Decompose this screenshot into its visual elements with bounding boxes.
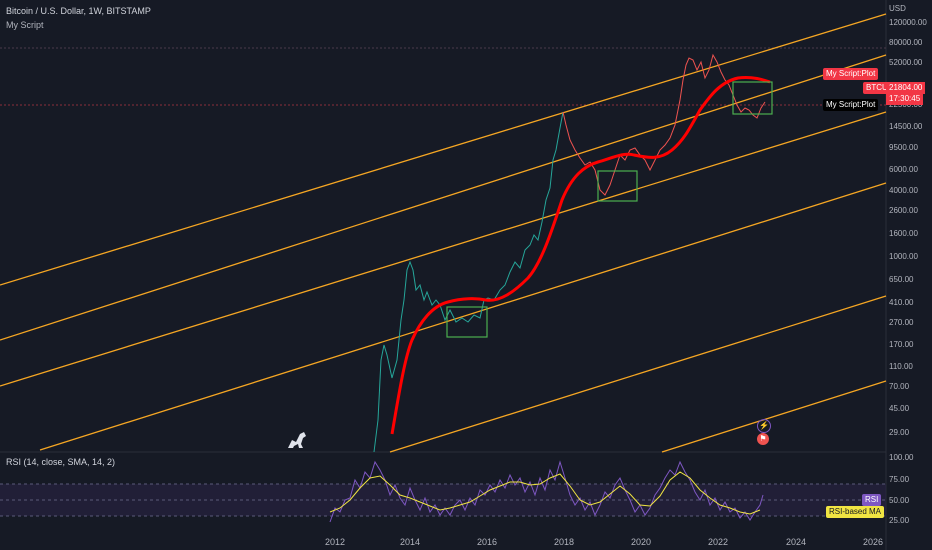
channel-line-6[interactable] <box>661 380 887 453</box>
price-tick: 2600.00 <box>889 206 918 215</box>
rsi-tick: 25.00 <box>889 516 910 525</box>
price-tick: 270.00 <box>889 318 914 327</box>
price-tick: 410.00 <box>889 298 914 307</box>
price-tick: 6000.00 <box>889 165 918 174</box>
year-tick: 2012 <box>324 537 346 547</box>
accumulation-box-2019[interactable] <box>597 170 638 202</box>
year-tick: 2022 <box>707 537 729 547</box>
channel-line-4[interactable] <box>39 182 887 451</box>
price-tick: 45.00 <box>889 404 910 413</box>
currency-label: USD <box>889 4 906 13</box>
price-tick: 52000.00 <box>889 58 923 67</box>
channel-line-1[interactable] <box>0 13 887 286</box>
us-flag-icon[interactable]: ⚑ <box>757 433 769 445</box>
tradingview-dino-icon <box>288 432 306 448</box>
rsi-title[interactable]: RSI (14, close, SMA, 14, 2) <box>6 457 116 467</box>
rsi-tick: 75.00 <box>889 475 910 484</box>
rsi-ma-tag: RSI-based MA <box>826 506 885 518</box>
year-tick: 2026 <box>862 537 884 547</box>
price-tick: 70.00 <box>889 382 910 391</box>
channel-line-5b[interactable] <box>520 297 886 452</box>
indicator-title[interactable]: My Script <box>6 20 44 30</box>
chart-header: Bitcoin / U.S. Dollar, 1W, BITSTAMP My S… <box>6 4 151 32</box>
channel-line-3[interactable] <box>0 111 887 387</box>
price-series-up[interactable] <box>373 111 564 453</box>
accumulation-box-2015[interactable] <box>446 306 488 338</box>
price-series-down[interactable] <box>562 53 766 196</box>
price-tick: 110.00 <box>889 362 913 371</box>
price-tick: 1600.00 <box>889 229 918 238</box>
price-tick: 650.00 <box>889 275 914 284</box>
channel-line-5[interactable] <box>389 295 887 453</box>
my-script-plot-tag-black: My Script:Plot <box>823 99 879 111</box>
channel-line-2[interactable] <box>0 54 887 341</box>
price-tick: 120000.00 <box>889 18 927 27</box>
price-tick: 29.00 <box>889 428 910 437</box>
year-tick: 2018 <box>553 537 575 547</box>
countdown-tag: 17:30:45 <box>886 93 924 105</box>
lightning-icon[interactable]: ⚡ <box>757 419 771 433</box>
symbol-title[interactable]: Bitcoin / U.S. Dollar, 1W, BITSTAMP <box>6 6 151 16</box>
rsi-ma-line[interactable] <box>329 471 761 515</box>
year-tick: 2014 <box>399 537 421 547</box>
year-tick: 2016 <box>476 537 498 547</box>
rsi-tick: 100.00 <box>889 453 914 462</box>
price-tick: 170.00 <box>889 340 914 349</box>
price-tick: 9500.00 <box>889 143 918 152</box>
accumulation-box-2022[interactable] <box>732 81 773 115</box>
price-tick: 14500.00 <box>889 122 923 131</box>
price-tick: 4000.00 <box>889 186 918 195</box>
year-tick: 2020 <box>630 537 652 547</box>
current-price-tag: 21804.00 <box>886 82 926 94</box>
channel-lines[interactable] <box>0 13 887 453</box>
channel-line-6-hidden[interactable] <box>540 320 886 452</box>
price-tick: 1000.00 <box>889 252 918 261</box>
my-script-plot-tag-red: My Script:Plot <box>823 68 879 80</box>
price-tick: 80000.00 <box>889 38 923 47</box>
my-script-plot-curve[interactable] <box>390 76 771 435</box>
rsi-value-tag: RSI <box>862 494 882 506</box>
rsi-tick: 50.00 <box>889 496 910 505</box>
year-tick: 2024 <box>785 537 807 547</box>
